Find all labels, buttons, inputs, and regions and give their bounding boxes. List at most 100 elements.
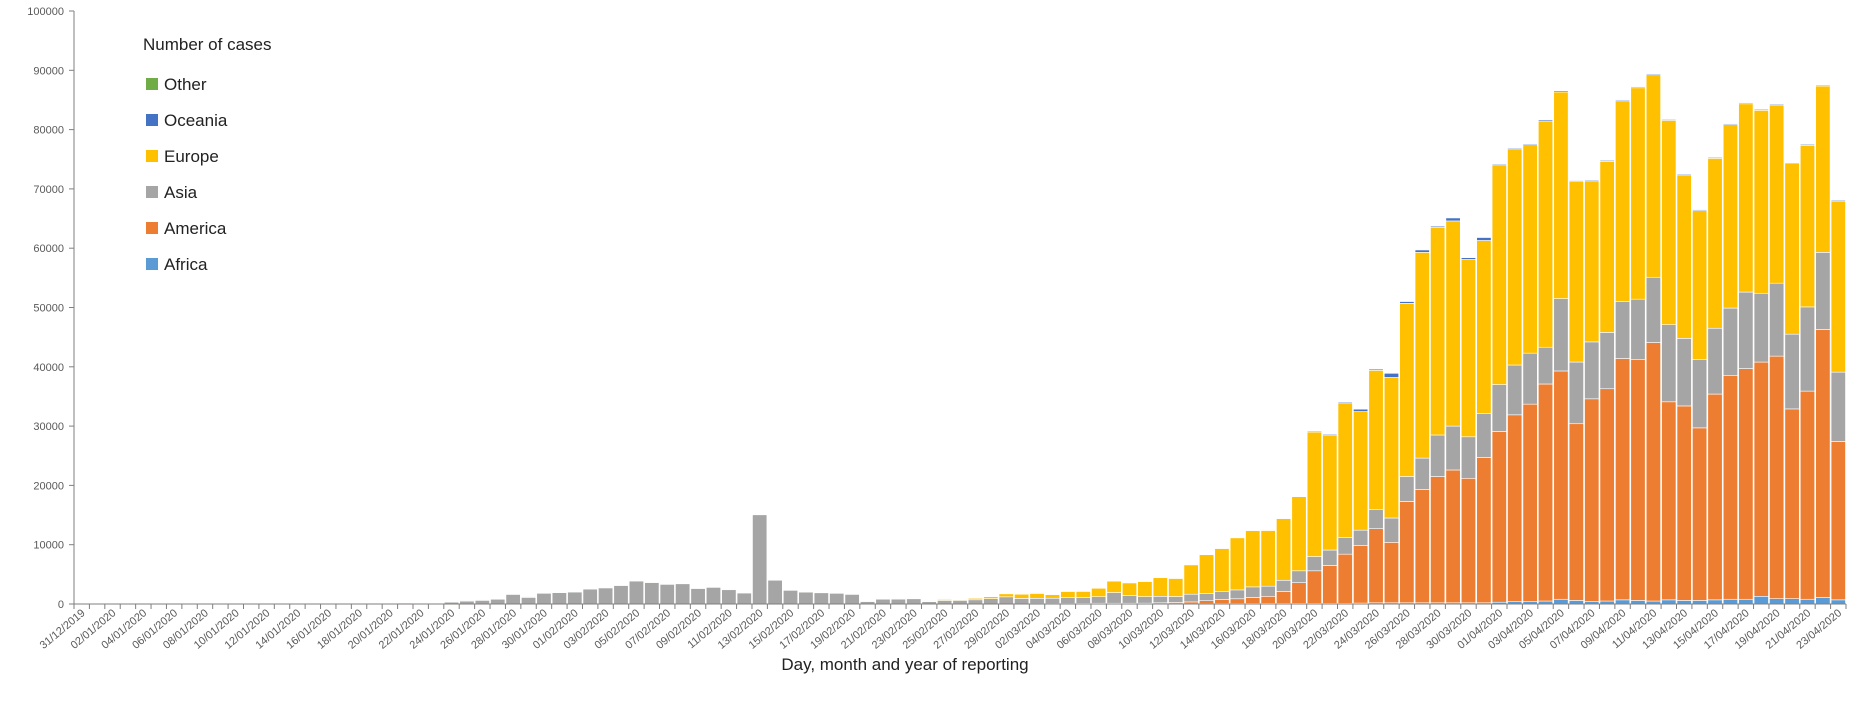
bar-asia-29-01-2020 [521, 596, 537, 605]
bar-europe-20-03-2020 [1306, 431, 1322, 557]
bar-asia-09-03-2020 [1137, 596, 1153, 604]
bar-africa-05-04-2020 [1553, 598, 1569, 605]
bar-europe-25-03-2020 [1383, 377, 1399, 519]
bar-asia-08-04-2020 [1599, 332, 1615, 390]
bar-asia-20-03-2020 [1306, 556, 1322, 572]
bar-other-21-02-2020 [875, 598, 891, 600]
bar-america-05-04-2020 [1553, 370, 1569, 600]
bar-america-13-04-2020 [1676, 405, 1692, 601]
bar-oceania-06-03-2020 [1091, 587, 1107, 589]
bar-america-07-04-2020 [1584, 398, 1600, 602]
bar-america-26-03-2020 [1399, 501, 1415, 604]
bar-africa-21-04-2020 [1799, 598, 1815, 605]
bar-europe-07-04-2020 [1584, 180, 1600, 343]
bar-asia-31-01-2020 [551, 591, 567, 605]
bar-oceania-19-03-2020 [1291, 495, 1307, 497]
bar-asia-24-03-2020 [1368, 509, 1384, 529]
bar-oceania-03-04-2020 [1522, 143, 1538, 146]
bar-asia-23-03-2020 [1353, 529, 1369, 546]
bar-asia-01-03-2020 [1014, 598, 1030, 605]
bar-oceania-12-04-2020 [1661, 119, 1677, 121]
bar-oceania-24-03-2020 [1368, 368, 1384, 371]
bar-europe-19-04-2020 [1769, 104, 1785, 284]
bars-layer [74, 73, 1846, 605]
bar-europe-04-02-2020 [613, 584, 629, 586]
bar-africa-14-04-2020 [1692, 600, 1708, 605]
bar-asia-31-03-2020 [1476, 413, 1492, 458]
bar-asia-13-02-2020 [752, 514, 768, 605]
bar-oceania-08-03-2020 [1121, 582, 1138, 584]
bar-oceania-10-04-2020 [1630, 86, 1646, 89]
bar-oceania-25-03-2020 [1383, 373, 1399, 378]
bar-asia-15-02-2020 [782, 589, 799, 605]
bar-oceania-10-03-2020 [1152, 576, 1168, 579]
bar-europe-06-04-2020 [1568, 181, 1584, 363]
bar-asia-07-03-2020 [1106, 592, 1122, 604]
bar-europe-02-02-2020 [582, 588, 598, 590]
bar-asia-01-02-2020 [567, 591, 583, 605]
bar-europe-10-04-2020 [1630, 87, 1646, 300]
bar-asia-03-02-2020 [598, 587, 614, 605]
bar-europe-10-03-2020 [1152, 577, 1168, 597]
bar-asia-21-04-2020 [1799, 306, 1815, 392]
bar-oceania-26-03-2020 [1399, 301, 1415, 304]
bar-asia-09-02-2020 [690, 588, 706, 605]
bar-oceania-05-04-2020 [1553, 90, 1569, 93]
bar-africa-16-04-2020 [1722, 598, 1738, 605]
bar-asia-14-03-2020 [1214, 591, 1230, 600]
bar-asia-13-03-2020 [1199, 593, 1215, 601]
bar-america-14-03-2020 [1214, 599, 1230, 604]
bar-europe-12-04-2020 [1661, 120, 1677, 325]
bar-asia-30-03-2020 [1460, 436, 1476, 479]
bar-europe-19-03-2020 [1291, 496, 1307, 572]
bar-europe-24-03-2020 [1368, 370, 1384, 511]
y-tick-label: 70000 [33, 184, 64, 196]
bar-asia-30-01-2020 [536, 592, 552, 605]
bar-other-27-02-2020 [967, 597, 983, 599]
bar-europe-21-03-2020 [1322, 434, 1338, 551]
bar-asia-14-04-2020 [1692, 359, 1708, 429]
bar-oceania-14-04-2020 [1692, 209, 1708, 211]
bar-america-19-03-2020 [1291, 582, 1307, 604]
bar-asia-28-01-2020 [505, 593, 521, 605]
bar-asia-18-02-2020 [829, 592, 845, 605]
bar-europe-20-04-2020 [1784, 163, 1800, 335]
bar-asia-03-03-2020 [1044, 597, 1060, 604]
bar-europe-13-03-2020 [1199, 554, 1215, 594]
legend-swatch-asia [146, 186, 158, 198]
bar-asia-16-03-2020 [1245, 586, 1261, 598]
bar-america-15-04-2020 [1707, 393, 1723, 601]
bar-america-20-04-2020 [1784, 408, 1800, 599]
bar-oceania-22-04-2020 [1815, 84, 1831, 87]
bar-oceania-16-03-2020 [1245, 529, 1261, 531]
bar-asia-22-03-2020 [1337, 537, 1353, 555]
bar-asia-19-04-2020 [1769, 282, 1785, 357]
bar-asia-11-03-2020 [1168, 596, 1184, 603]
bar-africa-12-04-2020 [1661, 599, 1677, 605]
bar-asia-22-04-2020 [1815, 252, 1831, 330]
bar-asia-25-02-2020 [937, 600, 953, 605]
bar-asia-26-03-2020 [1399, 476, 1415, 502]
bar-africa-13-04-2020 [1676, 600, 1692, 605]
legend-swatch-other [146, 78, 158, 90]
bar-oceania-16-04-2020 [1722, 123, 1738, 125]
y-tick-label: 40000 [33, 362, 64, 374]
bar-america-17-04-2020 [1738, 368, 1754, 600]
bar-europe-04-03-2020 [1060, 590, 1076, 598]
bar-oceania-13-03-2020 [1199, 553, 1215, 556]
bar-asia-17-02-2020 [813, 592, 829, 605]
bar-america-31-03-2020 [1476, 457, 1492, 604]
bar-asia-15-04-2020 [1707, 327, 1723, 395]
bar-oceania-17-04-2020 [1738, 102, 1754, 105]
bar-europe-11-03-2020 [1168, 577, 1184, 597]
legend-label-asia: Asia [164, 183, 198, 202]
y-tick-label: 50000 [33, 303, 64, 315]
legend-swatch-oceania [146, 114, 158, 126]
bar-oceania-13-04-2020 [1676, 173, 1692, 176]
bar-other-13-02-2020 [752, 513, 768, 516]
bar-america-22-03-2020 [1337, 553, 1353, 604]
legend-label-africa: Africa [164, 255, 208, 274]
bar-other-16-02-2020 [798, 591, 814, 593]
bar-europe-15-03-2020 [1229, 537, 1245, 591]
